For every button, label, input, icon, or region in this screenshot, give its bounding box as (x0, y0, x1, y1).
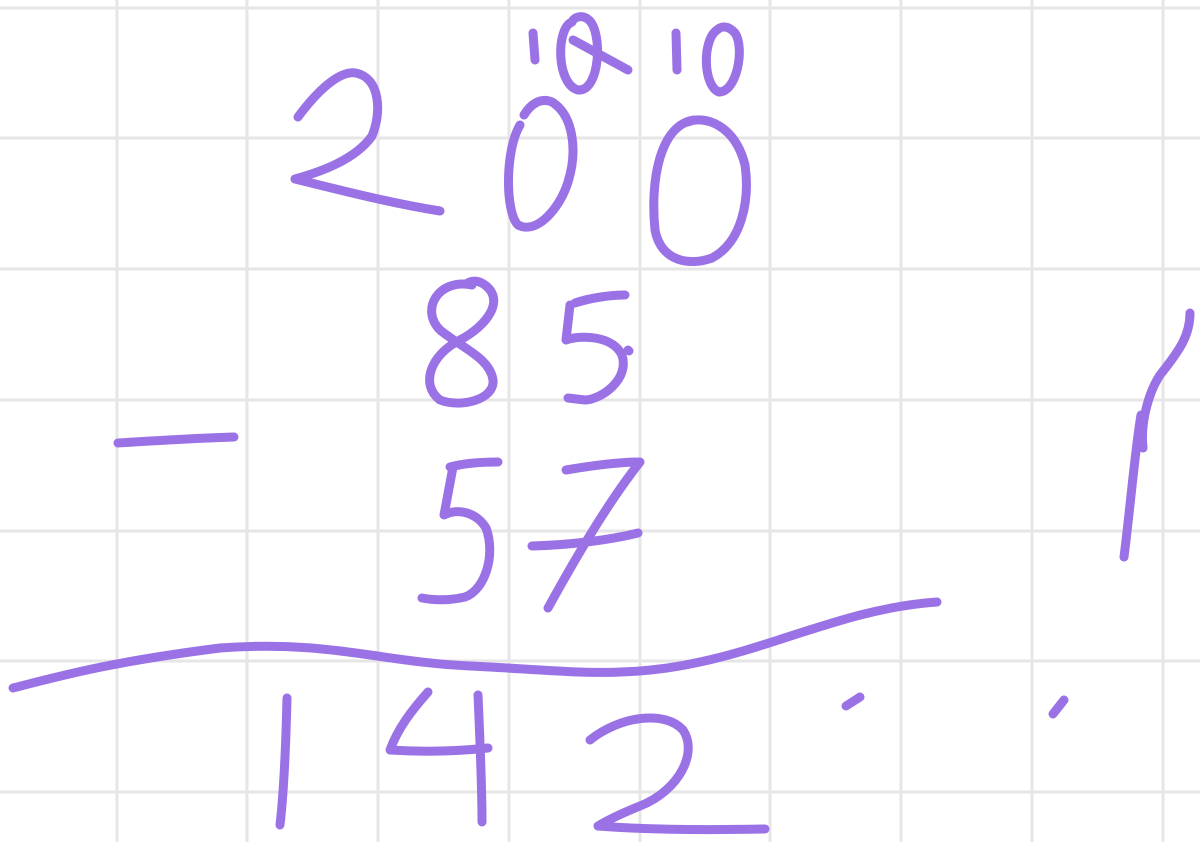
first-subtrahend: 85 (430, 281, 629, 403)
side-mark: 1 (1124, 313, 1190, 557)
top-number: 200 (295, 73, 746, 262)
borrow-mark-1: 10 (533, 17, 628, 90)
second-subtrahend: 57 (422, 462, 640, 608)
minus-sign: − (118, 437, 234, 443)
answer-line (13, 602, 937, 688)
borrow-mark-2: 10 (676, 27, 739, 92)
answer: 142 (280, 692, 765, 830)
